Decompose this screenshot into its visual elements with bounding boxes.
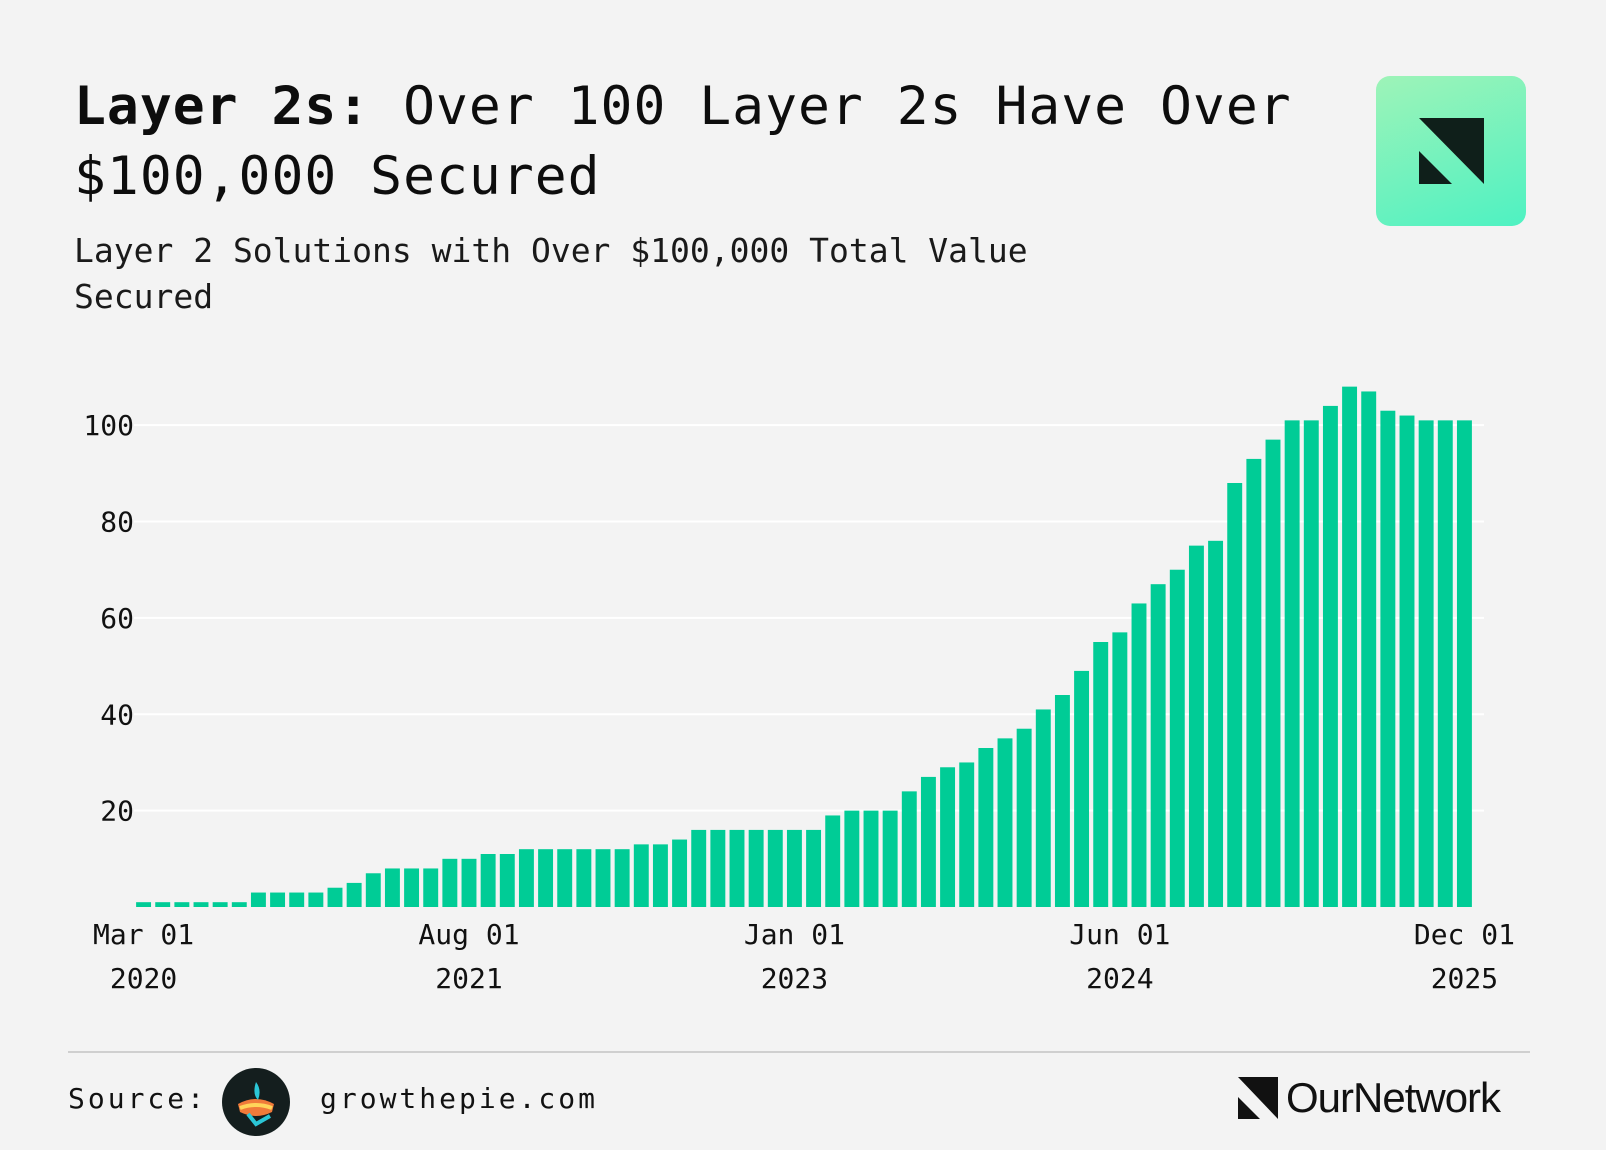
bar <box>691 829 707 907</box>
x-tick-label-month: Aug 01 <box>418 918 519 951</box>
bar <box>461 858 477 907</box>
bar <box>786 829 802 907</box>
x-tick-label-month: Dec 01 <box>1414 918 1515 951</box>
bar <box>174 902 190 907</box>
footer-divider <box>68 1051 1530 1053</box>
bar <box>499 854 515 907</box>
y-tick-label: 40 <box>100 698 134 731</box>
x-tick-label-month: Jan 01 <box>744 918 845 951</box>
bar <box>384 868 400 907</box>
corner-logo-tile <box>1376 76 1526 226</box>
bar <box>729 829 745 907</box>
bar <box>844 810 860 907</box>
bar <box>270 892 286 907</box>
bar <box>920 776 936 907</box>
bar <box>710 829 726 907</box>
x-tick-label-year: 2021 <box>435 962 502 995</box>
bar <box>1208 540 1224 907</box>
bar <box>231 902 247 907</box>
bar <box>327 887 343 907</box>
bar <box>1112 632 1128 907</box>
bar <box>959 762 975 907</box>
bar <box>1150 584 1166 907</box>
bar <box>1418 420 1434 907</box>
bar <box>633 844 649 907</box>
bar <box>1131 603 1147 907</box>
bar <box>1246 458 1262 907</box>
bar <box>480 854 496 907</box>
ournetwork-brand-icon <box>1238 1077 1278 1119</box>
x-tick-label-year: 2023 <box>761 962 828 995</box>
x-tick-label-year: 2020 <box>110 962 177 995</box>
bar <box>365 873 381 907</box>
bar <box>442 858 458 907</box>
brand-name: OurNetwork <box>1286 1074 1501 1121</box>
bar <box>1361 391 1377 907</box>
chart-title-rest: Over 100 Layer 2s Have Over $100,000 Sec… <box>74 76 1292 207</box>
y-tick-label: 60 <box>100 602 134 635</box>
bar <box>1322 405 1338 907</box>
bar <box>1265 439 1281 907</box>
bar <box>212 902 228 907</box>
bar <box>557 849 573 907</box>
bar <box>997 738 1013 907</box>
bar <box>576 849 592 907</box>
bar <box>1456 420 1472 907</box>
bar <box>1188 545 1204 907</box>
bar <box>1016 728 1032 907</box>
x-tick-label-month: Mar 01 <box>93 918 194 951</box>
bar <box>652 844 668 907</box>
bar <box>614 849 630 907</box>
bar <box>1227 483 1243 907</box>
ournetwork-logo-icon <box>1419 118 1484 184</box>
bar <box>901 791 917 907</box>
bar <box>863 810 879 907</box>
bar <box>1437 420 1453 907</box>
bar <box>672 839 688 907</box>
bar <box>1169 569 1185 907</box>
chart-title-bold: Layer 2s: <box>74 76 371 137</box>
bar <box>423 868 439 907</box>
bar <box>308 892 324 907</box>
bar <box>1380 410 1396 907</box>
bar <box>193 902 209 907</box>
chart-title: Layer 2s: Over 100 Layer 2s Have Over $1… <box>74 72 1314 212</box>
bar <box>250 892 266 907</box>
bar <box>1035 709 1051 907</box>
bar <box>978 748 994 907</box>
bar <box>1054 695 1070 907</box>
bar <box>136 902 152 907</box>
bar <box>518 849 534 907</box>
x-tick-label-month: Jun 01 <box>1069 918 1170 951</box>
brand-logo: OurNetwork <box>1238 1072 1501 1124</box>
bar <box>155 902 171 907</box>
bar <box>767 829 783 907</box>
bar <box>748 829 764 907</box>
bar <box>1342 386 1358 907</box>
source-url[interactable]: growthepie.com <box>320 1082 599 1115</box>
x-tick-label-year: 2025 <box>1431 962 1498 995</box>
bar <box>882 810 898 907</box>
bar <box>825 815 841 907</box>
bar <box>1303 420 1319 907</box>
growthepie-logo-icon <box>222 1068 290 1136</box>
bar <box>1074 670 1090 907</box>
bar-chart: 20 40 60 80 100 Mar 01 2020 Aug 01 2021 Jan 01 202… <box>83 386 1515 995</box>
bar <box>289 892 305 907</box>
y-tick-label: 20 <box>100 795 134 828</box>
bar <box>346 882 362 907</box>
bar <box>1093 642 1109 907</box>
bar <box>404 868 420 907</box>
y-tick-label: 100 <box>83 409 134 442</box>
bar <box>940 767 956 907</box>
bar <box>595 849 611 907</box>
bar <box>806 829 822 907</box>
bar <box>1399 415 1415 907</box>
bar <box>1284 420 1300 907</box>
x-tick-label-year: 2024 <box>1086 962 1153 995</box>
chart-subtitle: Layer 2 Solutions with Over $100,000 Tot… <box>74 231 1028 316</box>
bar <box>538 849 554 907</box>
source-label: Source: <box>68 1082 208 1115</box>
y-tick-label: 80 <box>100 506 134 539</box>
